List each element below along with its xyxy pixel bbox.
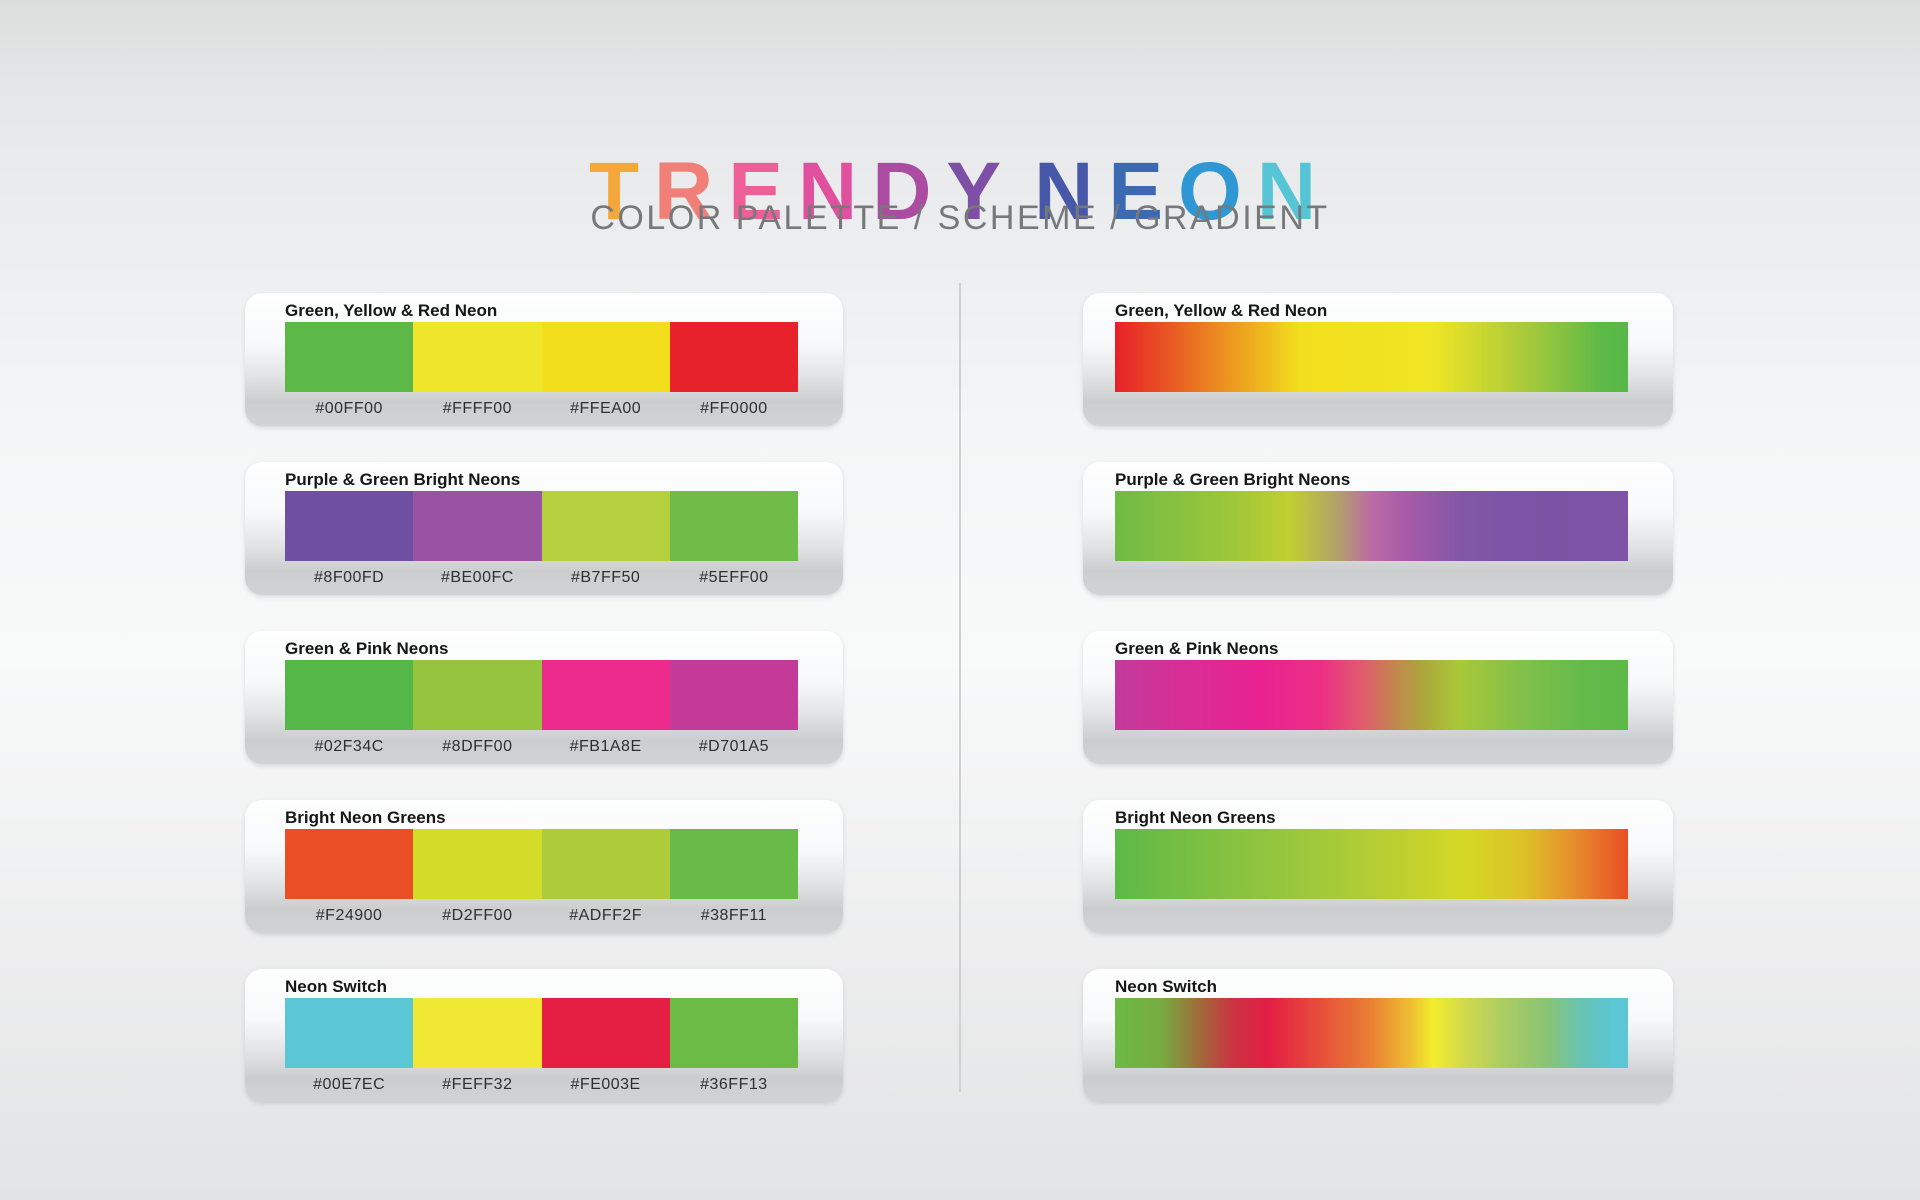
title-letter: E xyxy=(1108,145,1179,237)
hex-label-row: #F24900 #D2FF00 #ADFF2F #38FF11 xyxy=(285,907,798,925)
color-swatch xyxy=(541,660,670,730)
color-swatch xyxy=(413,491,542,561)
title-letter: E xyxy=(728,145,798,237)
hex-code-label: #38FF11 xyxy=(700,907,768,924)
color-swatch xyxy=(541,322,670,392)
color-swatch xyxy=(285,829,414,899)
title-letter: Y xyxy=(946,145,1017,237)
palette-card: Purple & Green Bright Neons #8F00FD #BE00F… xyxy=(245,462,843,595)
hex-code-label: #8DFF00 xyxy=(442,738,513,755)
gradient-bar xyxy=(1115,998,1628,1068)
hex-code-label: #BE00FC xyxy=(440,569,514,586)
hex-code-label: #00FF00 xyxy=(315,400,383,417)
hex-code-label: #02F34C xyxy=(314,738,384,755)
title-letter: N xyxy=(797,145,873,237)
hex-label-row: #00FF00 #FFFF00 #FFEA00 #FF0000 xyxy=(285,400,798,418)
palette-card: Green, Yellow & Red Neon #00FF00 #FFFF00 #F… xyxy=(245,293,843,426)
swatch-palettes-column: Green, Yellow & Red Neon #00FF00 #FFFF00 #F… xyxy=(245,293,843,1138)
title-letter: O xyxy=(1178,145,1257,237)
color-swatch xyxy=(541,491,670,561)
gradient-card: Purple & Green Bright Neons xyxy=(1083,462,1673,595)
gradient-bar xyxy=(1115,491,1628,561)
hex-code-label: #FEFF32 xyxy=(442,1076,513,1093)
hex-code-label: #FF0000 xyxy=(700,400,768,417)
hex-code-label: #FFEA00 xyxy=(570,400,642,417)
gradient-title: Neon Switch xyxy=(1115,977,1218,996)
color-swatch xyxy=(413,660,542,730)
hex-code-label: #F24900 xyxy=(315,907,383,924)
hex-code-label: #8F00FD xyxy=(314,569,385,586)
title-letter: D xyxy=(872,145,947,237)
palette-title: Green, Yellow & Red Neon xyxy=(285,301,498,320)
title-letter: N xyxy=(1256,145,1332,237)
swatch-strip xyxy=(285,998,798,1068)
color-swatch xyxy=(285,491,414,561)
gradient-title: Purple & Green Bright Neons xyxy=(1115,470,1351,489)
swatch-strip xyxy=(285,829,798,899)
color-swatch xyxy=(413,322,542,392)
color-swatch xyxy=(285,998,414,1068)
gradient-bar xyxy=(1115,829,1628,899)
column-divider xyxy=(959,283,961,1092)
color-swatch xyxy=(413,829,542,899)
title-letter: R xyxy=(654,145,729,237)
color-swatch xyxy=(285,660,414,730)
hex-code-label: #B7FF50 xyxy=(570,569,641,586)
color-swatch xyxy=(541,829,670,899)
hex-code-label: #FE003E xyxy=(570,1076,641,1093)
color-swatch xyxy=(669,322,798,392)
hex-label-row: #02F34C #8DFF00 #FB1A8E #D701A5 xyxy=(285,738,798,756)
hex-code-label: #FB1A8E xyxy=(569,738,642,755)
color-swatch xyxy=(669,491,798,561)
hex-code-label: #D2FF00 xyxy=(442,907,513,924)
page-title: TRENDY NEON xyxy=(0,145,1920,237)
swatch-strip xyxy=(285,322,798,392)
palette-card: Neon Switch #00E7EC #FEFF32 #FE003E #36FF13 xyxy=(245,969,843,1102)
hex-code-label: #FFFF00 xyxy=(442,400,513,417)
swatch-strip xyxy=(285,660,798,730)
color-swatch xyxy=(541,998,670,1068)
color-swatch xyxy=(669,660,798,730)
color-swatch xyxy=(669,998,798,1068)
palette-card: Bright Neon Greens #F24900 #D2FF00 #ADFF2F #… xyxy=(245,800,843,933)
gradient-card: Neon Switch xyxy=(1083,969,1673,1102)
color-swatch xyxy=(285,322,414,392)
hex-code-label: #ADFF2F xyxy=(569,907,643,924)
title-letter: T xyxy=(588,145,655,237)
gradient-card: Bright Neon Greens xyxy=(1083,800,1673,933)
gradient-card: Green, Yellow & Red Neon xyxy=(1083,293,1673,426)
hex-code-label: #D701A5 xyxy=(698,738,769,755)
gradient-palettes-column: Green, Yellow & Red Neon Purple & Green B… xyxy=(1083,293,1673,1138)
gradient-card: Green & Pink Neons xyxy=(1083,631,1673,764)
color-swatch xyxy=(413,998,542,1068)
palette-title: Green & Pink Neons xyxy=(285,639,449,658)
palette-title: Bright Neon Greens xyxy=(285,808,446,827)
palette-title: Purple & Green Bright Neons xyxy=(285,470,521,489)
palette-card: Green & Pink Neons #02F34C #8DFF00 #FB1A8E #… xyxy=(245,631,843,764)
gradient-bar xyxy=(1115,322,1628,392)
hex-label-row: #8F00FD #BE00FC #B7FF50 #5EFF00 xyxy=(285,569,798,587)
hex-code-label: #5EFF00 xyxy=(699,569,769,586)
color-swatch xyxy=(669,829,798,899)
hex-code-label: #00E7EC xyxy=(313,1076,386,1093)
hex-code-label: #36FF13 xyxy=(700,1076,768,1093)
gradient-title: Bright Neon Greens xyxy=(1115,808,1276,827)
title-letter: N xyxy=(1034,145,1109,237)
gradient-title: Green, Yellow & Red Neon xyxy=(1115,301,1328,320)
swatch-strip xyxy=(285,491,798,561)
gradient-title: Green & Pink Neons xyxy=(1115,639,1279,658)
hex-label-row: #00E7EC #FEFF32 #FE003E #36FF13 xyxy=(285,1076,798,1094)
gradient-bar xyxy=(1115,660,1628,730)
page-subtitle: COLOR PALETTE / SCHEME / GRADIENT xyxy=(590,199,1330,237)
palette-title: Neon Switch xyxy=(285,977,388,996)
